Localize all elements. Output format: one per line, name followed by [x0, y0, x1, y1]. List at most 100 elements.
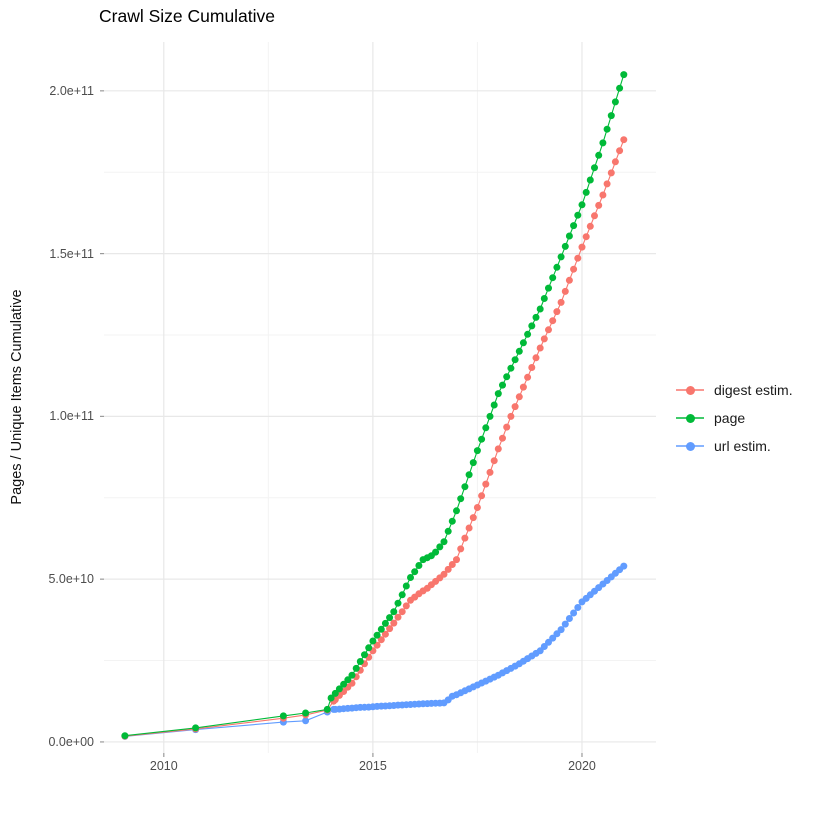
data-point [302, 717, 310, 725]
data-point [386, 625, 394, 633]
data-point [465, 471, 473, 479]
data-point [561, 242, 569, 250]
data-point [465, 524, 473, 532]
data-point [361, 651, 368, 659]
legend-key-dot [686, 414, 695, 423]
data-point [578, 243, 586, 251]
data-point [607, 112, 615, 120]
data-point [398, 608, 406, 616]
data-point [494, 445, 502, 453]
data-point [478, 492, 486, 500]
data-point [490, 401, 498, 409]
data-point [432, 548, 440, 556]
data-point [616, 84, 624, 92]
data-point [570, 609, 578, 617]
data-point [574, 604, 582, 611]
legend: digest estim. page url estim. [676, 380, 793, 464]
data-point [536, 344, 544, 352]
data-point [453, 507, 460, 515]
data-point [570, 222, 578, 230]
data-point [440, 538, 448, 546]
data-point [570, 265, 578, 273]
data-point [524, 373, 532, 381]
data-point [473, 447, 481, 455]
data-point [603, 125, 611, 133]
data-point [394, 613, 402, 621]
data-point [478, 435, 486, 443]
legend-item-label: digest estim. [714, 382, 793, 398]
series-line-page [124, 74, 625, 737]
data-point [457, 545, 465, 553]
data-point [448, 517, 456, 525]
data-point [411, 568, 419, 576]
data-point [561, 287, 569, 295]
y-tick-label: 5.0e+10 [48, 572, 94, 587]
data-point [121, 732, 129, 740]
legend-item-label: page [714, 410, 746, 426]
data-point [356, 658, 364, 665]
data-point [381, 630, 389, 638]
data-point [565, 276, 573, 284]
x-tick-label: 2020 [568, 759, 596, 773]
data-point [340, 680, 348, 688]
data-point [507, 364, 515, 372]
data-point [557, 253, 565, 261]
legend-key-dot [686, 386, 695, 395]
legend-key-dot [686, 442, 695, 451]
data-point [453, 556, 460, 564]
data-point [582, 233, 590, 241]
data-point [528, 364, 536, 371]
data-point [473, 504, 481, 511]
data-point [448, 561, 456, 568]
data-point [553, 308, 561, 316]
data-point [482, 480, 490, 488]
data-point [494, 390, 502, 398]
data-point [545, 326, 552, 334]
data-point [398, 591, 406, 599]
data-point [586, 176, 594, 184]
data-point [327, 694, 335, 702]
legend-key-icon [676, 410, 704, 426]
data-point [507, 412, 515, 420]
data-point [335, 685, 343, 693]
legend-item-digest-estim-: digest estim. [676, 380, 793, 400]
data-point [536, 305, 544, 313]
data-point [515, 393, 523, 401]
data-point [578, 201, 586, 209]
data-point [402, 582, 410, 590]
data-point [394, 599, 402, 607]
data-point [373, 631, 381, 639]
data-point [549, 274, 557, 282]
data-point [377, 636, 385, 644]
data-point [490, 457, 498, 465]
data-point [390, 608, 398, 616]
legend-item-url-estim-: url estim. [676, 436, 793, 456]
data-point [344, 676, 352, 684]
data-point [524, 330, 532, 338]
data-point [469, 514, 477, 522]
data-point [486, 412, 494, 420]
data-point [436, 543, 444, 551]
x-tick-label: 2015 [358, 759, 387, 773]
data-point [323, 705, 331, 713]
data-point [402, 602, 410, 610]
data-point [407, 574, 414, 581]
data-point [352, 664, 360, 672]
data-point [369, 637, 377, 645]
series-line-digest-estim- [124, 139, 625, 737]
data-point [549, 634, 557, 642]
data-point [532, 354, 540, 362]
data-point [444, 565, 452, 573]
data-point [532, 313, 540, 321]
data-point [611, 98, 619, 106]
data-point [461, 483, 469, 491]
legend-item-page: page [676, 408, 793, 428]
x-tick-label: 2010 [149, 759, 178, 773]
data-point [586, 222, 594, 230]
data-point [599, 139, 607, 147]
data-point [469, 459, 477, 467]
legend-key-icon [676, 382, 704, 398]
data-point [607, 169, 615, 177]
data-point [557, 298, 565, 306]
